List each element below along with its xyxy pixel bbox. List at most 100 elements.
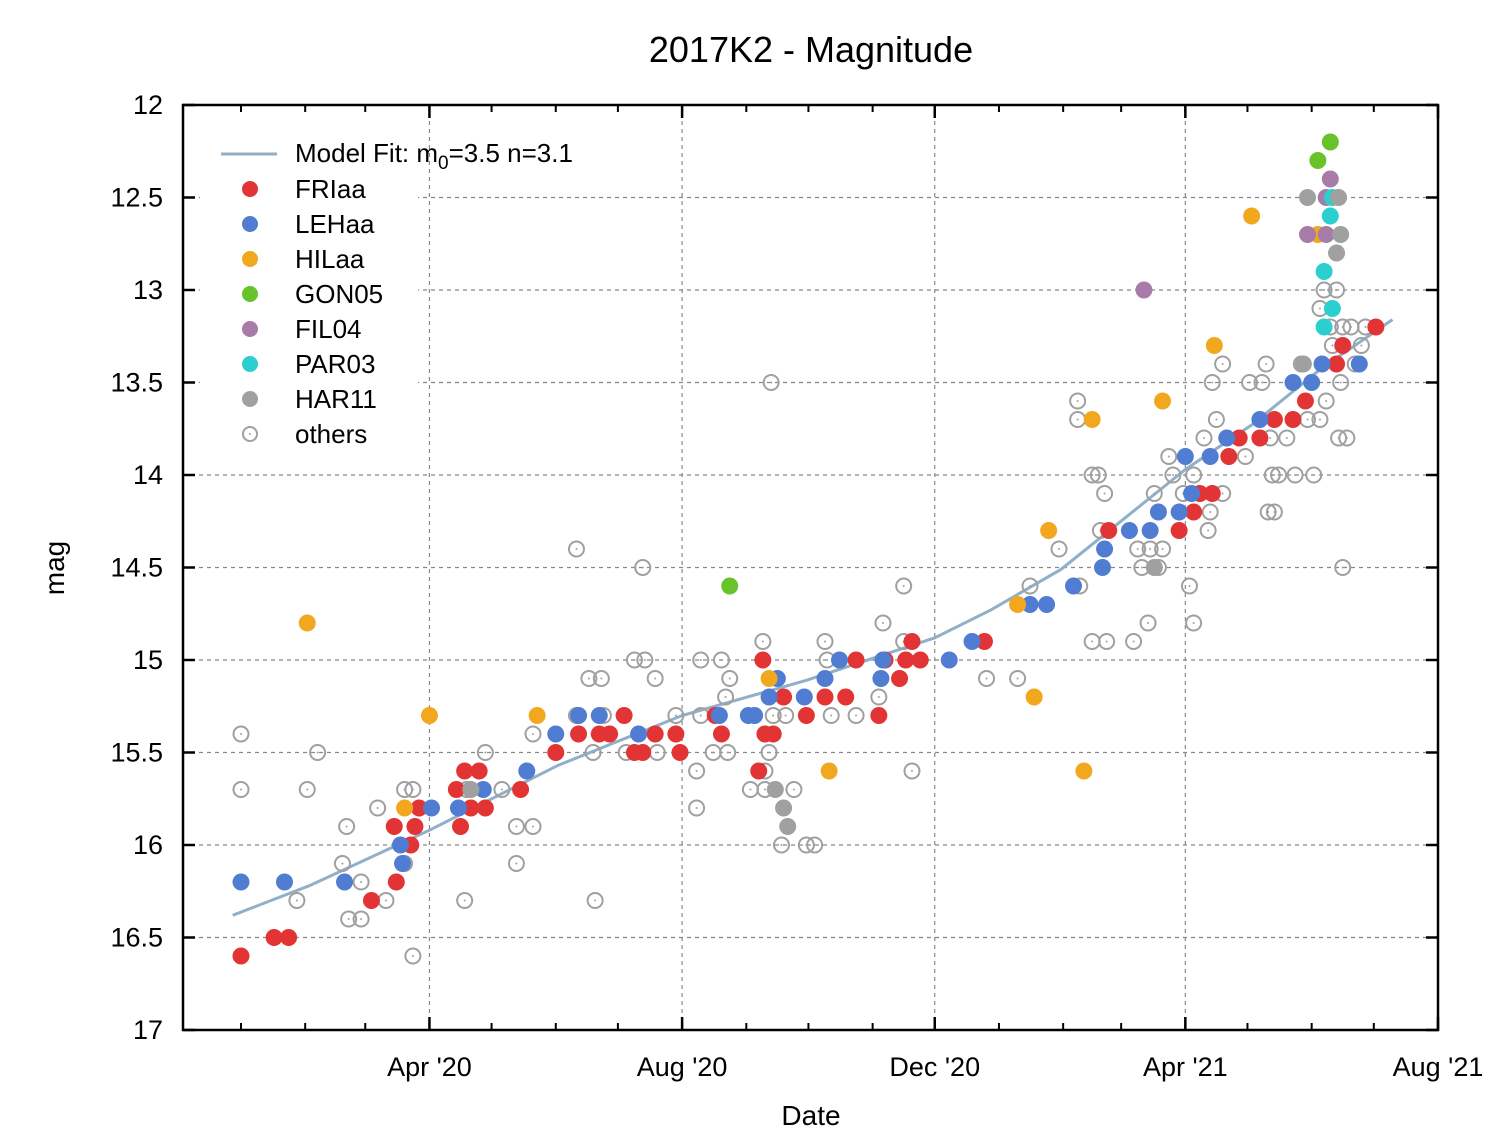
point-gon05 xyxy=(1321,133,1339,151)
point-friaa xyxy=(406,818,424,835)
point-others xyxy=(1145,485,1163,502)
point-gon05 xyxy=(1309,152,1327,169)
point-others-center xyxy=(594,899,597,902)
point-others xyxy=(692,651,710,669)
point-others xyxy=(1334,559,1352,576)
point-lehaa xyxy=(1170,503,1188,521)
point-friaa xyxy=(470,762,488,780)
point-friaa xyxy=(265,929,283,946)
point-others-center xyxy=(1097,474,1100,476)
point-others-center xyxy=(1136,548,1139,550)
point-lehaa xyxy=(449,799,467,817)
point-lehaa xyxy=(940,651,958,669)
point-others-center xyxy=(1215,418,1218,421)
point-friaa xyxy=(1203,485,1221,502)
point-lehaa xyxy=(1350,355,1368,373)
point-friaa xyxy=(601,725,619,743)
point-others xyxy=(1265,503,1283,521)
chart-title: 2017K2 - Magnitude xyxy=(649,29,973,70)
point-others-center xyxy=(1339,381,1342,384)
point-others xyxy=(404,947,422,965)
point-lehaa xyxy=(816,670,834,687)
point-others xyxy=(232,725,250,743)
point-others-center xyxy=(826,659,829,661)
legend-marker-har11 xyxy=(242,391,258,407)
point-others-center xyxy=(1147,622,1150,624)
point-others-center xyxy=(813,844,816,846)
point-others-center xyxy=(1091,640,1094,643)
point-others-center xyxy=(1335,289,1338,291)
point-lehaa xyxy=(232,873,250,891)
point-others xyxy=(524,725,542,743)
point-friaa xyxy=(897,651,915,669)
point-friaa xyxy=(447,781,465,798)
x-tick-label: Dec '20 xyxy=(889,1052,980,1082)
point-lehaa xyxy=(275,873,293,891)
point-fil04 xyxy=(1317,226,1335,243)
point-others-center xyxy=(1171,474,1174,476)
point-lehaa xyxy=(518,762,536,780)
legend-marker-fil04 xyxy=(242,321,258,337)
point-friaa xyxy=(837,688,855,706)
point-others-center xyxy=(515,825,518,828)
point-others-center xyxy=(1260,381,1263,384)
point-friaa xyxy=(1185,503,1203,521)
point-others-center xyxy=(792,788,795,791)
legend-fit-suffix: =3.5 n=3.1 xyxy=(449,138,573,168)
point-others xyxy=(667,707,685,724)
point-others xyxy=(762,374,780,391)
point-others-center xyxy=(877,696,880,698)
point-others xyxy=(580,670,598,687)
legend-fit-prefix: Model Fit: m xyxy=(295,138,438,168)
point-lehaa xyxy=(1218,429,1236,447)
point-others xyxy=(688,799,706,817)
point-others-center xyxy=(695,770,698,772)
point-others-center xyxy=(633,659,636,661)
legend-label-gon05: GON05 xyxy=(295,279,383,309)
point-others xyxy=(1207,411,1225,428)
legend-marker-hilaa xyxy=(242,251,258,267)
data-points xyxy=(232,133,1385,965)
legend-marker-friaa xyxy=(242,181,258,197)
y-tick-label: 13 xyxy=(133,275,163,305)
point-others xyxy=(1195,429,1213,447)
point-lehaa xyxy=(874,651,892,669)
point-others xyxy=(1139,614,1157,632)
point-others xyxy=(1338,429,1356,447)
legend: Model Fit: m0=3.5 n=3.1FRIaaLEHaaHILaaGO… xyxy=(200,128,573,458)
point-others xyxy=(1129,540,1147,558)
point-others xyxy=(1259,503,1277,521)
point-others-center xyxy=(376,807,379,809)
point-others-center xyxy=(1076,418,1079,421)
point-lehaa xyxy=(1065,577,1083,595)
point-others-center xyxy=(347,918,350,920)
point-har11 xyxy=(1332,226,1350,243)
legend-label-hilaa: HILaa xyxy=(295,244,365,274)
point-others xyxy=(493,781,511,798)
point-others-center xyxy=(500,788,503,791)
point-others xyxy=(1021,577,1039,595)
point-others xyxy=(646,670,664,687)
point-others xyxy=(719,744,737,761)
point-others-center xyxy=(749,788,752,791)
legend-label-others: others xyxy=(295,419,367,449)
point-others xyxy=(1160,448,1178,465)
point-others-center xyxy=(1273,511,1276,513)
point-others xyxy=(1180,577,1198,595)
x-axis-label: Date xyxy=(781,1100,840,1131)
point-friaa xyxy=(870,707,888,724)
point-others-center xyxy=(515,862,518,865)
point-friaa xyxy=(547,744,565,761)
point-har11 xyxy=(766,781,784,798)
point-har11 xyxy=(1294,355,1312,373)
point-friaa xyxy=(667,725,685,743)
point-lehaa xyxy=(1149,503,1167,521)
point-others-center xyxy=(1318,307,1321,310)
y-tick-label: 15 xyxy=(133,645,163,675)
point-others xyxy=(1352,337,1370,354)
point-lehaa xyxy=(1284,374,1302,391)
point-friaa xyxy=(903,633,921,650)
point-others-center xyxy=(1341,566,1344,569)
legend-label-fil04: FIL04 xyxy=(295,314,362,344)
point-lehaa xyxy=(630,725,648,743)
